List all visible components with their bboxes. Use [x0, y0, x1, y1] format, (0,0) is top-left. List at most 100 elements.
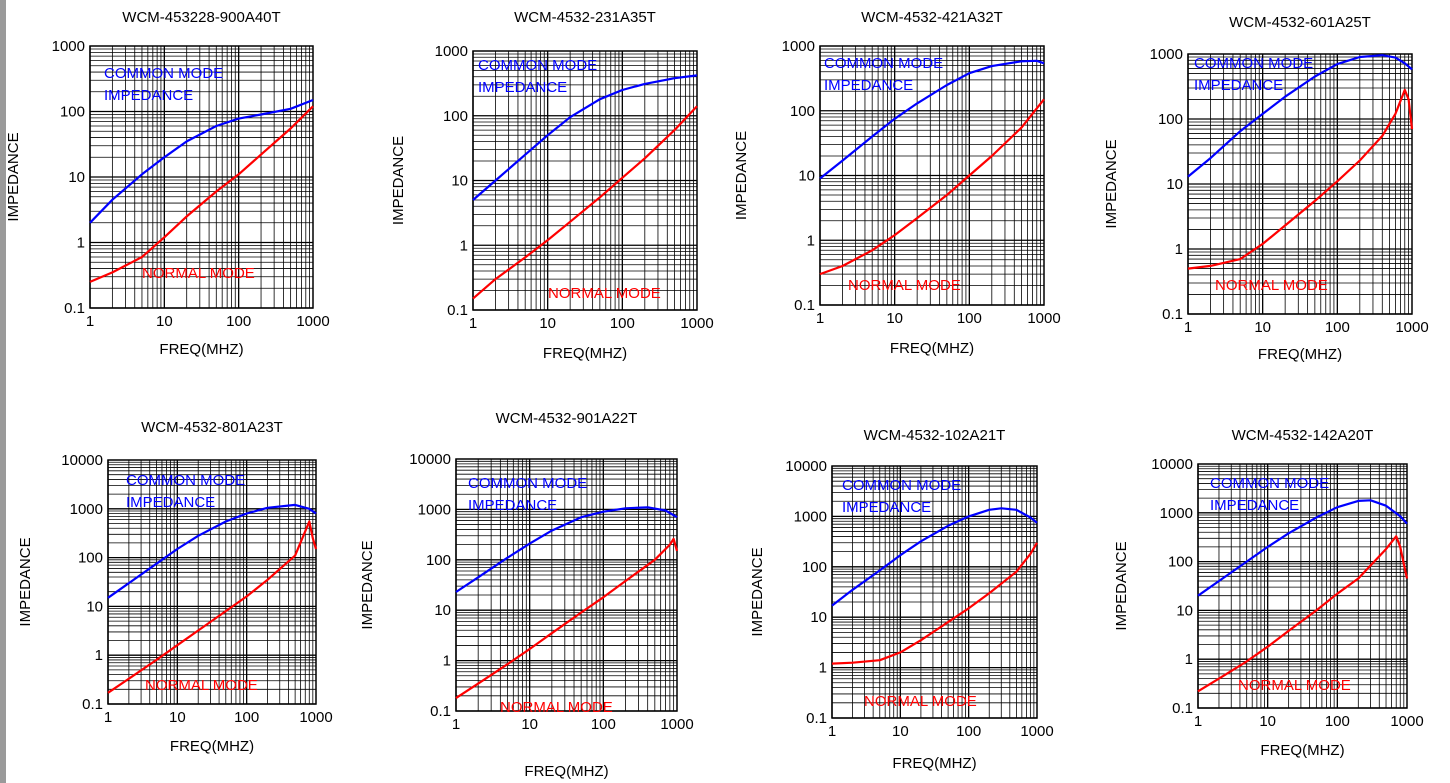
common-mode-line [472, 74, 698, 201]
common-mode-annotation: COMMON MODE [1210, 475, 1329, 492]
x-tick-label: 100 [957, 310, 982, 327]
chart-title: WCM-4532-142A20T [1232, 427, 1374, 444]
common-mode-line [107, 503, 317, 599]
normal-mode-line [1197, 535, 1409, 693]
y-tick-label: 1 [807, 232, 815, 249]
y-tick-label: 10 [68, 169, 85, 186]
common-mode-annotation: COMMON MODE [478, 57, 597, 74]
common-mode-annotation: IMPEDANCE [824, 77, 913, 94]
y-tick-label: 1 [443, 653, 451, 670]
y-tick-label: 0.1 [82, 696, 103, 713]
y-tick-label: 1000 [52, 38, 85, 55]
common-mode-annotation: IMPEDANCE [104, 87, 193, 104]
y-tick-label: 1 [819, 660, 827, 677]
common-mode-annotation: COMMON MODE [842, 477, 961, 494]
grid [1197, 464, 1407, 709]
common-mode-annotation: COMMON MODE [104, 65, 223, 82]
x-axis-label: FREQ(MHZ) [524, 763, 608, 780]
x-tick-label: 1000 [296, 313, 329, 330]
y-tick-label: 0.1 [794, 297, 815, 314]
normal-mode-line [89, 105, 314, 283]
normal-mode-annotation: NORMAL MODE [500, 699, 613, 716]
x-tick-label: 100 [1325, 713, 1350, 730]
y-tick-label: 10 [798, 168, 815, 185]
normal-mode-line [107, 520, 318, 694]
chart-title: WCM-4532-801A23T [141, 419, 283, 436]
x-tick-label: 10 [1259, 713, 1276, 730]
x-tick-label: 1 [104, 709, 112, 726]
chart-title: WCM-4532-421A32T [861, 9, 1003, 26]
grid [107, 460, 316, 705]
common-mode-annotation: IMPEDANCE [468, 497, 557, 514]
common-mode-annotation: IMPEDANCE [842, 499, 931, 516]
y-tick-label: 1000 [1160, 505, 1193, 522]
chart-title: WCM-4532-231A35T [514, 9, 656, 26]
y-tick-label: 10000 [785, 458, 827, 475]
common-mode-annotation: COMMON MODE [126, 472, 245, 489]
y-tick-label: 10000 [409, 451, 451, 468]
y-tick-label: 100 [426, 552, 451, 569]
y-axis-label: IMPEDANCE [390, 136, 407, 225]
common-mode-annotation: IMPEDANCE [478, 79, 567, 96]
y-tick-label: 1 [1175, 241, 1183, 258]
y-tick-label: 1000 [418, 501, 451, 518]
normal-mode-annotation: NORMAL MODE [142, 265, 255, 282]
y-axis-label: IMPEDANCE [359, 540, 376, 629]
x-axis-label: FREQ(MHZ) [170, 738, 254, 755]
y-axis-label: IMPEDANCE [5, 132, 22, 221]
common-mode-line [831, 507, 1038, 607]
x-tick-label: 1000 [660, 716, 693, 733]
x-tick-label: 100 [234, 709, 259, 726]
x-tick-label: 1 [469, 315, 477, 332]
normal-mode-annotation: NORMAL MODE [548, 285, 661, 302]
y-tick-label: 0.1 [430, 703, 451, 720]
y-tick-label: 100 [790, 103, 815, 120]
grid [819, 46, 1044, 306]
y-tick-label: 0.1 [1172, 700, 1193, 717]
plot-frame [1197, 463, 1408, 709]
x-tick-label: 100 [610, 315, 635, 332]
x-tick-label: 10 [539, 315, 556, 332]
plot-frame [831, 465, 1038, 719]
x-axis-label: FREQ(MHZ) [543, 345, 627, 362]
y-tick-label: 0.1 [806, 710, 827, 727]
normal-mode-annotation: NORMAL MODE [1215, 277, 1328, 294]
x-axis-label: FREQ(MHZ) [890, 340, 974, 357]
common-mode-annotation: COMMON MODE [824, 55, 943, 72]
common-mode-line [89, 98, 314, 224]
y-tick-label: 100 [60, 104, 85, 121]
x-tick-label: 1000 [1395, 319, 1428, 336]
x-tick-label: 1 [86, 313, 94, 330]
y-tick-label: 10 [810, 609, 827, 626]
y-axis-label: IMPEDANCE [1113, 541, 1130, 630]
y-tick-label: 1000 [794, 508, 827, 525]
y-tick-label: 10000 [61, 452, 103, 469]
x-tick-label: 10 [156, 313, 173, 330]
x-tick-label: 1000 [1020, 723, 1053, 740]
common-mode-line [1187, 54, 1413, 178]
chart-title: WCM-453228-900A40T [122, 9, 280, 26]
y-tick-label: 1000 [70, 501, 103, 518]
y-tick-label: 100 [78, 550, 103, 567]
x-axis-label: FREQ(MHZ) [1258, 346, 1342, 363]
y-tick-label: 10000 [1151, 456, 1193, 473]
x-tick-label: 10 [892, 723, 909, 740]
y-axis-label: IMPEDANCE [749, 547, 766, 636]
x-tick-label: 1000 [1027, 310, 1060, 327]
y-tick-label: 1 [460, 237, 468, 254]
x-axis-label: FREQ(MHZ) [1260, 742, 1344, 759]
chart-title: WCM-4532-601A25T [1229, 14, 1371, 31]
common-mode-annotation: COMMON MODE [468, 475, 587, 492]
common-mode-annotation: COMMON MODE [1194, 55, 1313, 72]
y-tick-label: 100 [443, 108, 468, 125]
common-mode-line [819, 59, 1045, 180]
x-tick-label: 100 [226, 313, 251, 330]
y-tick-label: 1000 [1150, 46, 1183, 63]
